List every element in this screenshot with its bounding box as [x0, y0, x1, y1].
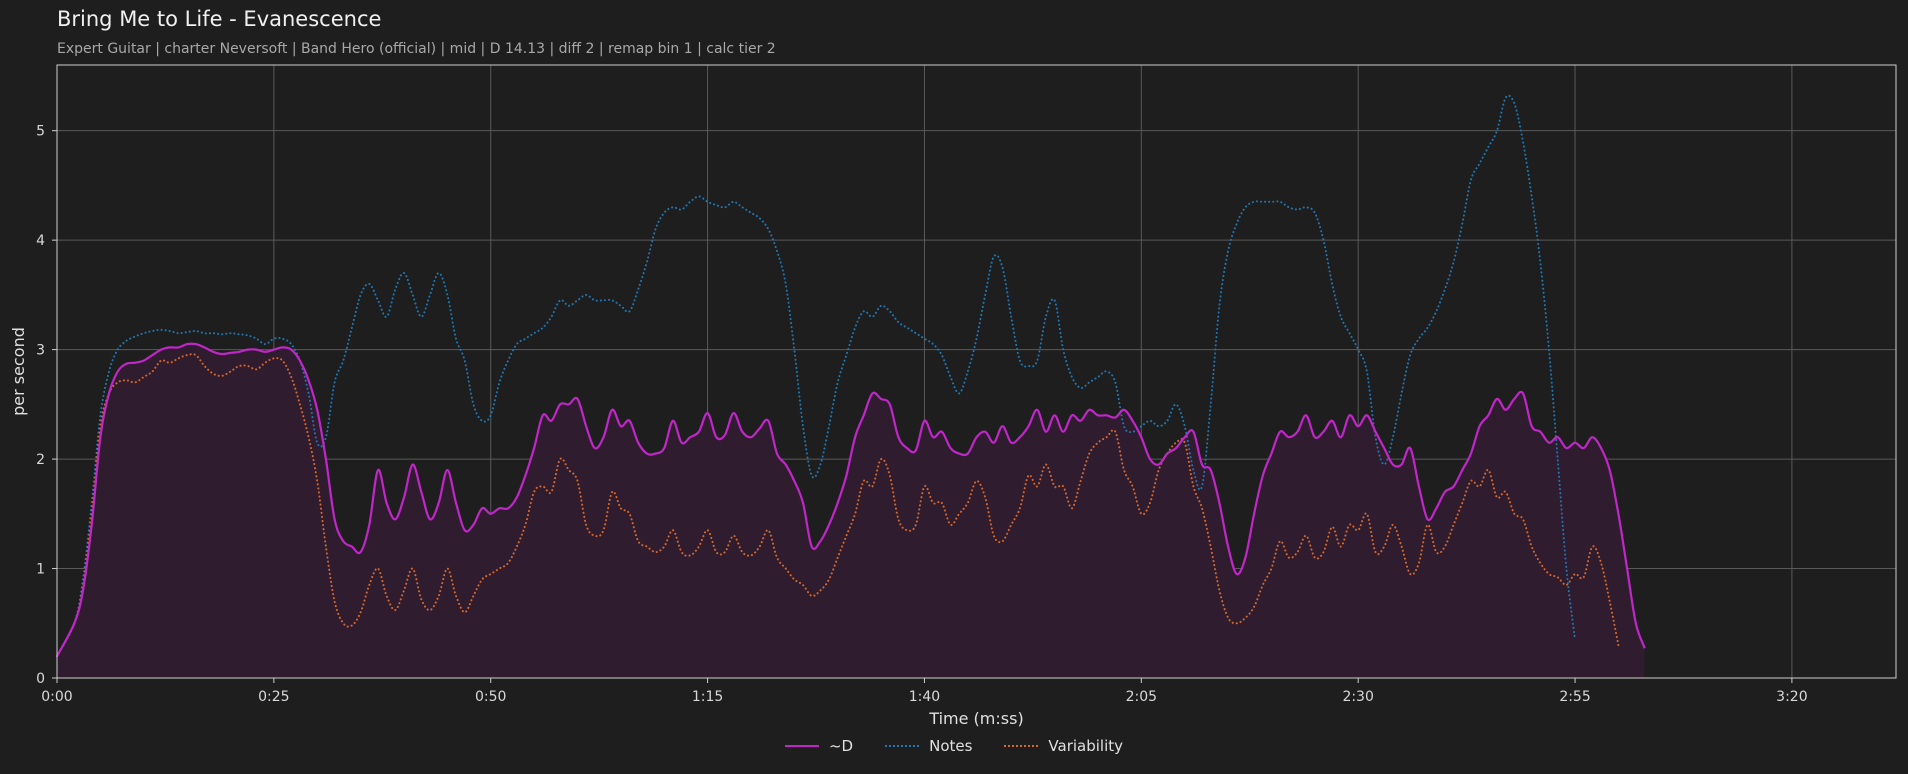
legend-item-variability: Variability	[1004, 737, 1123, 755]
legend-label-d: ~D	[828, 737, 854, 755]
legend-swatch-variability	[1004, 745, 1039, 747]
series-line-variability	[56, 353, 1620, 658]
y-tick-label: 2	[36, 452, 45, 468]
y-tick-label: 4	[36, 233, 45, 249]
series-line-d	[55, 342, 1646, 658]
x-axis-ticks: 0:00 0:25 0:50 1:15 1:40 2:05 2:30 2:55 3:20	[41, 678, 1808, 705]
x-tick-label: 0:25	[258, 689, 289, 705]
series-area-d	[57, 343, 1645, 678]
x-tick-label: 3:20	[1776, 689, 1807, 705]
x-tick-label: 1:15	[692, 689, 723, 705]
x-tick-label: 0:50	[475, 689, 506, 705]
chart-subtitle: Expert Guitar | charter Neversoft | Band…	[57, 41, 776, 57]
x-tick-label: 0:00	[41, 689, 72, 705]
y-tick-label: 3	[36, 343, 45, 359]
legend-item-d: ~D	[784, 737, 854, 755]
legend-label-notes: Notes	[929, 737, 973, 755]
legend-swatch-d	[784, 745, 819, 747]
legend: ~D Notes Variability	[0, 737, 1908, 755]
y-axis-ticks: 0 1 2 3 4 5	[36, 124, 57, 687]
x-tick-label: 2:55	[1559, 689, 1590, 705]
y-tick-label: 1	[36, 562, 45, 578]
y-tick-label: 0	[36, 671, 45, 687]
x-axis-label: Time (m:ss)	[928, 709, 1023, 728]
series-line-notes	[56, 94, 1576, 658]
d-area-fill	[57, 343, 1645, 678]
x-tick-label: 2:05	[1126, 689, 1157, 705]
legend-swatch-notes	[885, 745, 920, 747]
plot-frame	[56, 64, 1897, 679]
y-tick-label: 5	[36, 124, 45, 140]
x-tick-label: 2:30	[1342, 689, 1373, 705]
chart-title: Bring Me to Life - Evanescence	[57, 7, 382, 31]
legend-item-notes: Notes	[885, 737, 972, 755]
x-tick-label: 1:40	[909, 689, 940, 705]
series-lines	[55, 94, 1646, 658]
legend-label-variability: Variability	[1048, 737, 1124, 755]
y-axis-label: per second	[9, 327, 28, 416]
